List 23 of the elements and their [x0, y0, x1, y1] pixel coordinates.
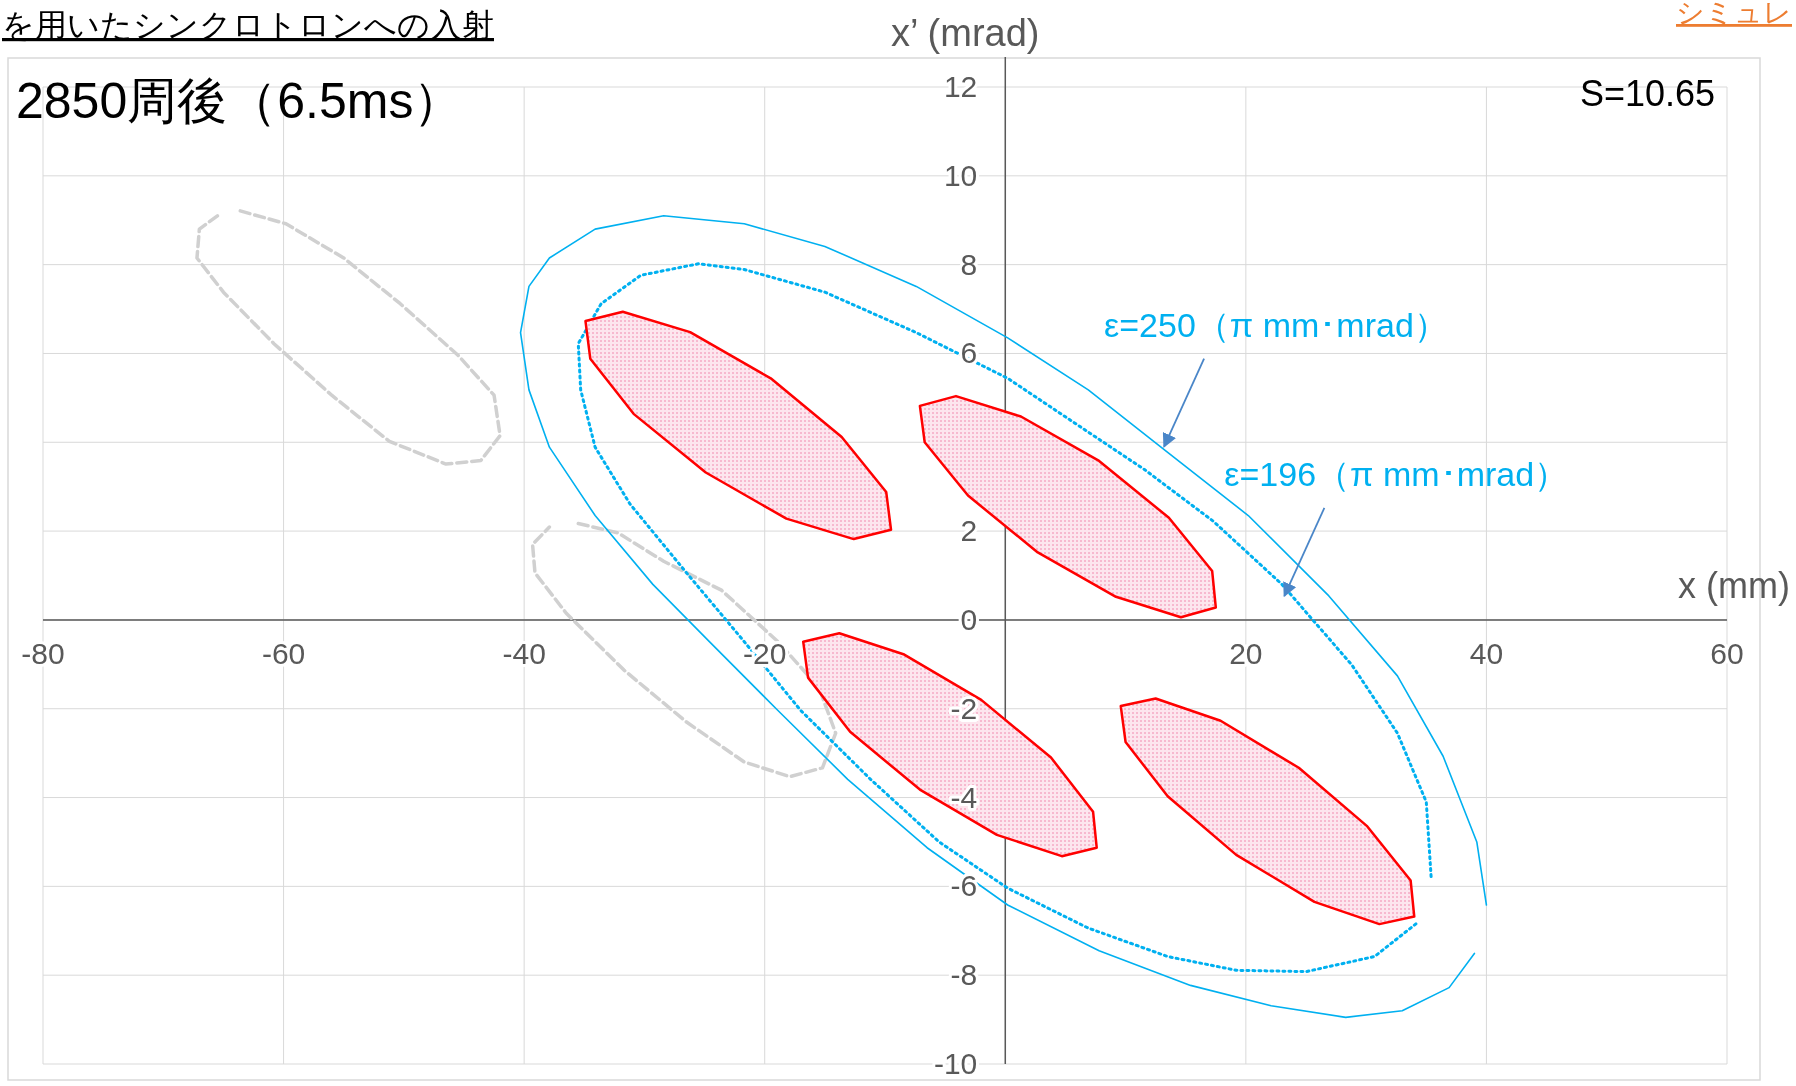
x-tick-label: 60	[1710, 636, 1744, 670]
y-tick-label: 8	[960, 247, 978, 281]
x-axis-title: x (mm)	[1678, 564, 1790, 606]
y-tick-label: 10	[943, 158, 978, 192]
annotation: ε=250（π mm･mrad）	[1104, 305, 1448, 344]
x-tick-label: -80	[21, 636, 65, 670]
y-axis-title: x’ (mrad)	[891, 12, 1040, 54]
y-tick-label: -6	[950, 869, 978, 903]
annotation: S=10.65	[1579, 73, 1715, 114]
x-tick-label: 40	[1469, 636, 1504, 670]
y-tick-label: -2	[950, 691, 978, 725]
x-tick-label: -40	[502, 636, 546, 670]
y-tick-label: -4	[950, 780, 978, 814]
y-tick-label: -10	[933, 1047, 978, 1080]
y-tick-label: -8	[950, 958, 978, 992]
x-tick-label: -60	[261, 636, 306, 670]
annotation: ε=196（π mm･mrad）	[1224, 454, 1569, 493]
y-tick-label: 2	[960, 514, 978, 548]
chart-title: 2850周後（6.5ms）	[16, 73, 464, 129]
y-tick-label: 12	[943, 70, 978, 103]
x-tick-label: 20	[1229, 636, 1263, 670]
text: を用いたシンクロトロンへの入射	[2, 7, 494, 43]
text: シミュレ	[1676, 0, 1792, 28]
